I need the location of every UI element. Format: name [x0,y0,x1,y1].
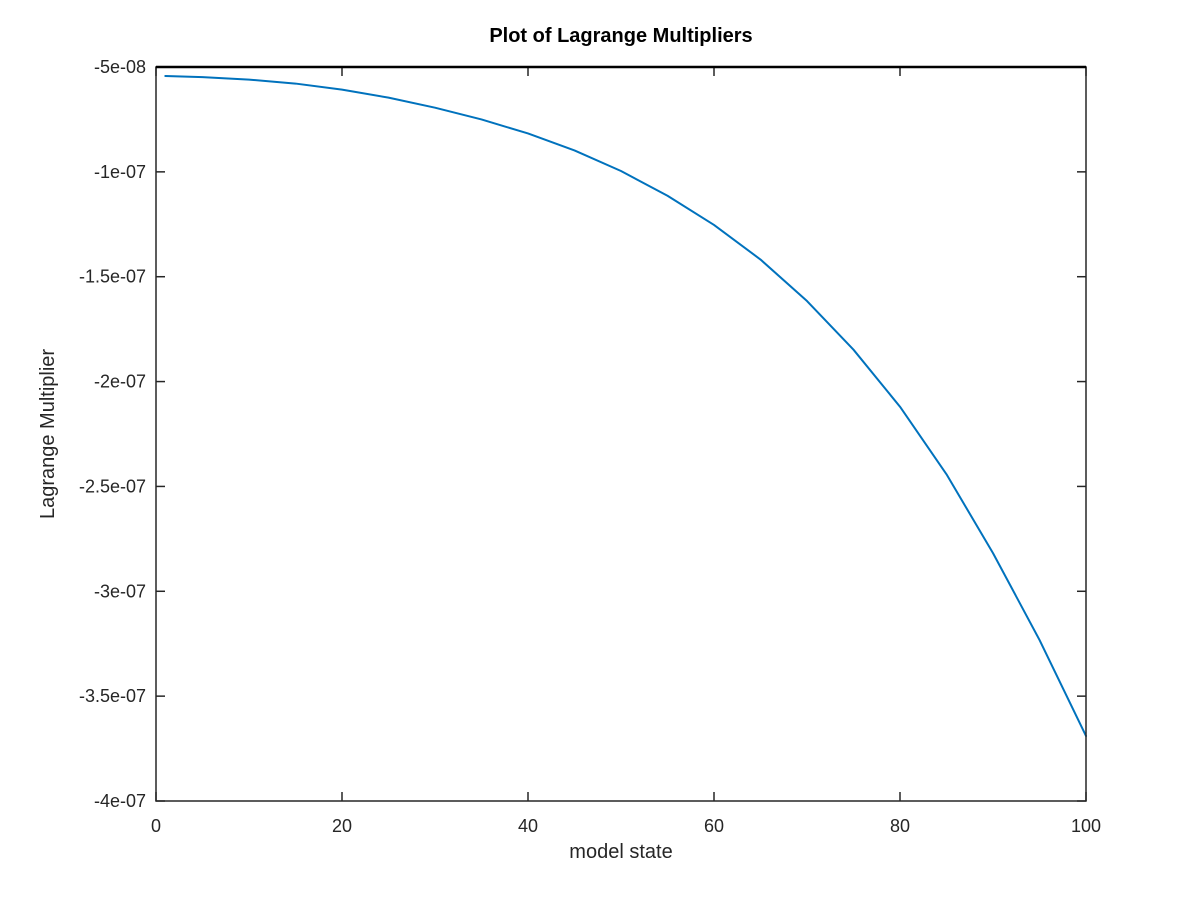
x-tick-label: 60 [704,816,724,836]
x-tick-label: 80 [890,816,910,836]
x-tick-label: 0 [151,816,161,836]
x-tick-label: 40 [518,816,538,836]
x-tick-label: 100 [1071,816,1101,836]
x-tick-label: 20 [332,816,352,836]
y-tick-label: -3.5e-07 [79,686,146,706]
series-layer [164,75,1087,737]
y-tick-label: -2e-07 [94,372,146,392]
y-tick-label: -2.5e-07 [79,476,146,496]
y-tick-label: -5e-08 [94,57,146,77]
y-tick-label: -1e-07 [94,162,146,182]
y-tick-label: -3e-07 [94,581,146,601]
chart-title: Plot of Lagrange Multipliers [489,25,752,47]
x-axis-label: model state [569,841,672,863]
series-line-lagrange-multiplier [164,75,1087,737]
y-axis-label: Lagrange Multiplier [37,349,59,519]
y-tick-label: -4e-07 [94,791,146,811]
y-tick-label: -1.5e-07 [79,267,146,287]
plot-area [156,67,1086,801]
